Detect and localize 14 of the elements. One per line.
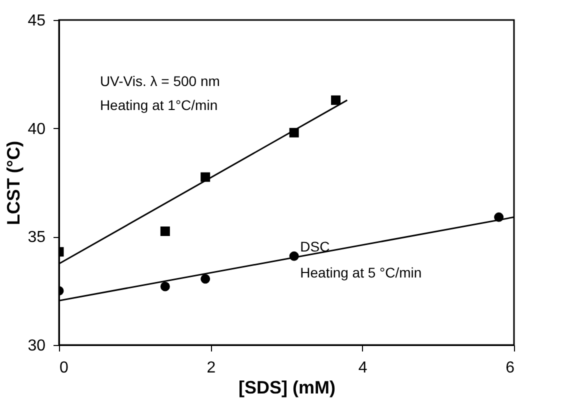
annotation: Heating at 1°C/min (100, 97, 218, 114)
x-tick-label: 0 (60, 360, 68, 376)
x-tick-label: 2 (206, 360, 216, 376)
x-axis-title: [SDS] (mM) (238, 378, 336, 398)
y-axis-title: LCST (°C) (4, 140, 24, 226)
annotation: UV-Vis. λ = 500 nm (100, 72, 220, 89)
x-tick-label: 4 (358, 360, 368, 376)
y-tick-label: 35 (28, 229, 46, 246)
annotation: DSC (300, 238, 330, 254)
y-tick-label: 40 (28, 120, 46, 138)
x-tick-label: 6 (506, 360, 515, 376)
annotation: Heating at 5 °C/min (300, 264, 422, 280)
y-tick-label: 30 (28, 338, 46, 354)
y-tick-label: 45 (28, 12, 46, 30)
